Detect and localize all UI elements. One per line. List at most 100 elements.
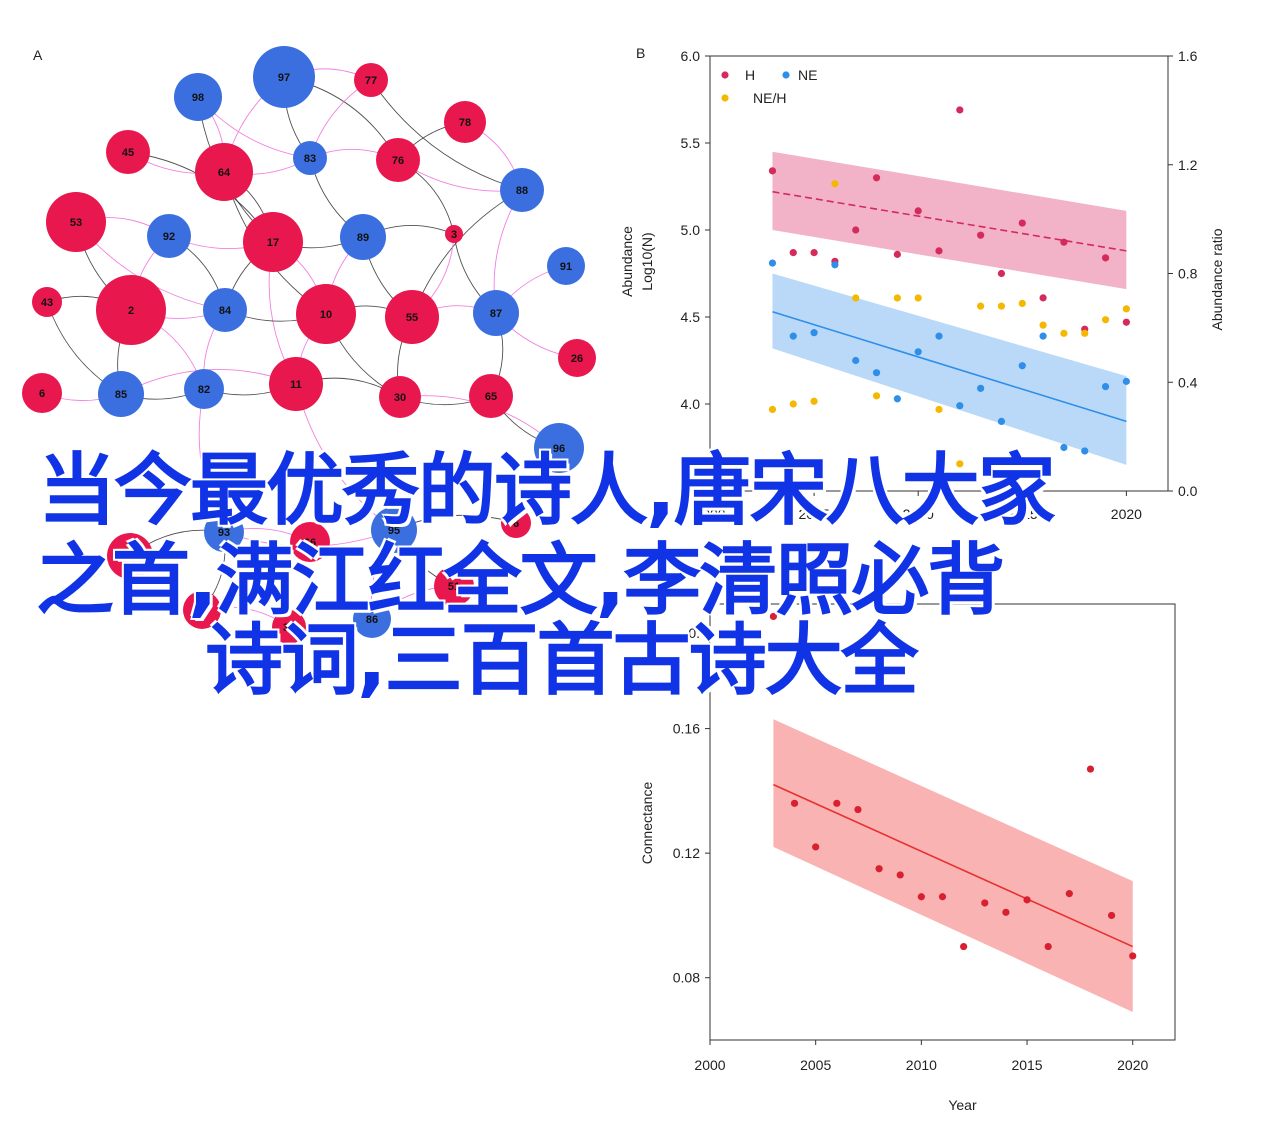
network-node-label: 91	[560, 261, 572, 273]
right-tick-label: 0.0	[1178, 483, 1198, 499]
data-point	[852, 356, 860, 365]
data-point	[872, 392, 881, 400]
data-point	[1060, 329, 1068, 337]
data-point	[938, 893, 947, 901]
network-node-97: 97	[253, 46, 315, 108]
headline-line-3: 诗词,三百首古诗大全	[205, 616, 919, 706]
bottom-tick-label: 2015	[1007, 506, 1038, 522]
data-point	[1002, 908, 1010, 916]
network-node-78: 78	[444, 101, 486, 143]
network-node-13: 13	[183, 591, 221, 629]
network-node-label: 43	[41, 297, 53, 309]
network-node-85: 85	[98, 371, 144, 417]
network-node-circle	[445, 225, 463, 243]
data-point	[1107, 911, 1116, 920]
network-node-label: 85	[115, 389, 127, 401]
data-point	[1101, 254, 1110, 262]
data-point	[1101, 383, 1110, 391]
x-tick-label: 2005	[800, 1057, 831, 1073]
network-node-circle	[296, 284, 356, 344]
data-point	[977, 384, 985, 392]
headline-line-1: 当今最优秀的诗人,唐宋八大家	[38, 446, 1056, 536]
data-point	[1018, 362, 1026, 370]
data-point	[935, 332, 943, 340]
data-point	[790, 799, 799, 807]
ne-trend-line	[772, 311, 1127, 423]
data-point	[956, 106, 964, 114]
network-node-circle	[354, 63, 388, 97]
data-point	[1081, 447, 1089, 455]
network-node-label: 88	[516, 185, 528, 197]
network-node-circle	[434, 566, 474, 606]
network-node-circle	[353, 600, 391, 638]
network-node-label: 77	[365, 75, 377, 87]
network-node-95: 95	[371, 507, 417, 553]
network-node-circle	[203, 288, 247, 332]
series-ne-h	[768, 180, 1130, 468]
network-node-circle	[32, 287, 62, 317]
network-node-label: 76	[392, 155, 404, 167]
network-node-26: 26	[558, 339, 596, 377]
data-point	[997, 269, 1006, 278]
network-node-label: 6	[513, 518, 519, 530]
connectance-trend-line	[773, 783, 1134, 948]
network-node-64: 64	[195, 143, 253, 201]
data-point	[1081, 329, 1089, 337]
network-node-circle	[547, 247, 585, 285]
data-point	[914, 348, 922, 356]
network-node-label: 86	[366, 614, 378, 626]
network-node-6b: 6	[501, 508, 531, 538]
network-node-87: 87	[473, 290, 519, 336]
network-node-77: 77	[354, 63, 388, 97]
bottom-tick-label: 2000	[694, 506, 725, 522]
network-node-circle	[500, 168, 544, 212]
right-tick-label: 0.8	[1178, 266, 1198, 282]
data-point	[893, 250, 901, 258]
network-node-label: 6	[39, 388, 45, 400]
network-node-circle	[253, 46, 315, 108]
network-node-82: 82	[184, 369, 224, 409]
network-node-label: 82	[198, 384, 210, 396]
left-tick-label: 5.0	[681, 222, 701, 238]
legend-ne-marker	[782, 71, 790, 79]
network-node-label: 55	[406, 312, 418, 324]
network-node-circle	[107, 533, 153, 579]
network-node-circle	[385, 290, 439, 344]
network-node-label: 11	[290, 379, 302, 391]
legend-ne-label: NE	[798, 67, 817, 83]
data-point	[789, 400, 797, 408]
data-point	[1122, 377, 1130, 385]
left-tick-label: 5.5	[681, 135, 701, 151]
network-node-30: 30	[379, 376, 421, 418]
network-node-label: 30	[394, 392, 406, 404]
series-h	[768, 106, 1130, 333]
network-node-label: 89	[357, 232, 369, 244]
right-axis-label: Abundance ratio	[1209, 228, 1225, 330]
network-node-label: 65	[485, 391, 497, 403]
data-point	[789, 332, 797, 340]
data-point	[1129, 952, 1137, 960]
network-node-circle	[376, 138, 420, 182]
data-point	[875, 865, 883, 873]
bottom-tick-label: 2005	[799, 506, 830, 522]
network-node-circle	[183, 591, 221, 629]
bottom-tick-label: 2020	[1111, 506, 1142, 522]
x-tick-label: 2015	[1011, 1057, 1042, 1073]
left-tick-label: 6.0	[681, 48, 701, 64]
panel-c-frame	[709, 603, 1176, 1041]
data-point	[960, 942, 968, 951]
network-node-circle	[340, 214, 386, 260]
data-point	[769, 612, 778, 621]
network-node-circle	[534, 423, 584, 473]
data-point	[768, 259, 777, 267]
network-node-label: 93	[218, 527, 230, 539]
legend-h-label: H	[745, 67, 755, 83]
network-node-circle	[293, 141, 327, 175]
panel-a-label: A	[33, 47, 43, 63]
network-node-circle	[558, 339, 596, 377]
network-node-circle	[147, 214, 191, 258]
network-node-circle	[195, 143, 253, 201]
y-tick-label-top: 0.	[688, 625, 700, 641]
network-edge	[370, 79, 523, 191]
data-point	[831, 180, 839, 188]
